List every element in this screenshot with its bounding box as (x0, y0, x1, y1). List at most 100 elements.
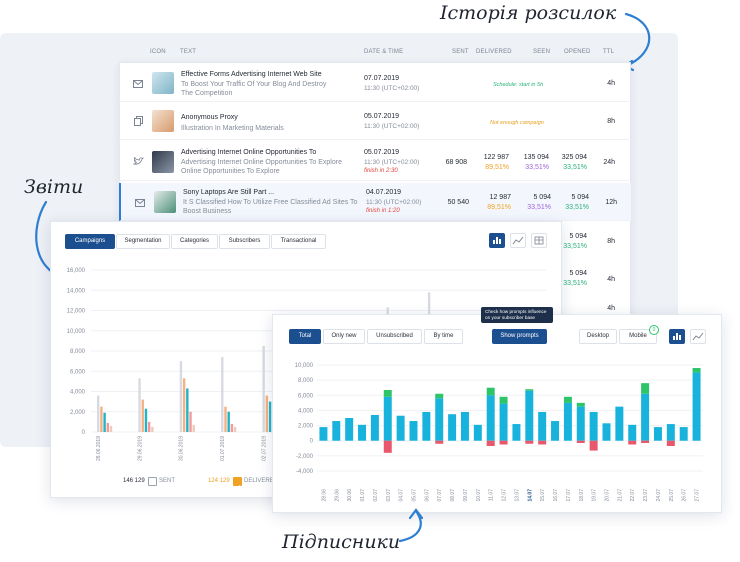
bar (486, 395, 495, 441)
bar (666, 440, 675, 447)
table-row[interactable]: Anonymous Proxy Illustration In Marketin… (119, 102, 629, 140)
bar (563, 396, 572, 403)
x-tick-label: 03.07 (386, 489, 392, 502)
legend-delivered-checkbox[interactable] (233, 477, 242, 491)
bar (538, 411, 547, 441)
bar (179, 361, 183, 432)
bar (666, 424, 675, 441)
x-tick-label: 29.06.2019 (137, 436, 143, 461)
y-tick-label: 10,000 (67, 329, 86, 335)
bar (679, 427, 688, 441)
row-title: Sony Laptops Are Still Part ... (183, 189, 275, 196)
bar (227, 411, 230, 432)
tab-desktop[interactable]: Desktop (579, 329, 617, 344)
bar (383, 389, 392, 397)
x-tick-label: 14.07 (527, 489, 533, 502)
bar (576, 402, 585, 407)
line-chart-toggle[interactable] (510, 233, 526, 248)
col-seen: SEEN (533, 49, 551, 55)
tab-categories[interactable]: Categories (171, 234, 218, 249)
opened-value: 325 094 (561, 154, 587, 161)
x-tick-label: 04.07 (399, 489, 405, 502)
bar (109, 425, 113, 432)
bar (409, 421, 418, 441)
bar (615, 406, 624, 441)
bar (319, 427, 328, 441)
row-ttl: 24h (603, 159, 615, 166)
x-tick-label: 19.07 (592, 489, 598, 502)
x-tick-label: 08.07 (450, 489, 456, 502)
x-tick-label: 06.07 (424, 489, 430, 502)
table-row[interactable]: Effective Forms Advertising Internet Web… (119, 64, 629, 102)
bar (692, 368, 701, 373)
bar (151, 426, 154, 432)
col-text: TEXT (180, 49, 197, 55)
x-tick-label: 02.07 (373, 489, 379, 502)
bar (473, 424, 482, 441)
row-desc: To Boost Your Traffic Of Your Blog And D… (181, 81, 327, 88)
bar (499, 403, 508, 441)
bar (525, 390, 534, 441)
tab-only-new[interactable]: Only new (323, 329, 365, 344)
mobile-badge: 0 (649, 325, 659, 335)
y-tick-label: 4,000 (298, 408, 314, 414)
table-row[interactable]: Advertising Internet Online Opportunitie… (119, 143, 629, 181)
x-tick-label: 26.07 (682, 489, 688, 502)
y-tick-label: 12,000 (67, 309, 86, 315)
bar (602, 423, 611, 441)
seen-percent: 33,51% (527, 204, 551, 211)
thumbnail (152, 151, 174, 173)
row-desc: Illustration In Marketing Materials (181, 125, 284, 132)
bar (435, 393, 444, 399)
bar (628, 424, 637, 441)
bar (106, 422, 109, 432)
tab-by-time[interactable]: By time (424, 329, 463, 344)
status-text: Schedule: start in 5h (493, 82, 544, 88)
row-time: 11:30 (UTC+02:00) (364, 123, 420, 130)
col-sent: SENT (452, 49, 469, 55)
tab-total[interactable]: Total (289, 329, 321, 344)
tab-campaigns[interactable]: Campaigns (65, 234, 115, 249)
legend-sent-checkbox[interactable] (148, 477, 157, 486)
subscribers-arrow-icon (398, 508, 424, 543)
twitter-icon (133, 157, 144, 165)
tab-transactional[interactable]: Transactional (271, 234, 326, 249)
row-time: 11:30 (UTC+02:00) (364, 85, 420, 92)
row-date: 05.07.2019 (364, 113, 400, 120)
bar (182, 378, 186, 432)
bar (370, 414, 379, 441)
bar (100, 406, 103, 432)
bar-chart-toggle[interactable] (669, 329, 685, 344)
row-ttl: 8h (607, 118, 615, 125)
opened-value: 5 094 (571, 194, 589, 201)
tab-mobile[interactable]: Mobile (619, 329, 657, 344)
line-chart-toggle[interactable] (690, 329, 706, 344)
row-desc: Advertising Internet Online Opportunitie… (181, 159, 342, 166)
row-ttl: 4h (607, 276, 615, 283)
x-tick-label: 05.07 (412, 489, 418, 502)
tab-subscribers[interactable]: Subscribers (219, 234, 270, 249)
table-row[interactable]: Sony Laptops Are Still Part ... It S Cla… (119, 183, 631, 221)
y-tick-label: 0 (82, 430, 86, 436)
bar (576, 440, 585, 443)
show-prompts-button[interactable]: Show prompts (492, 329, 547, 344)
tab-segmentation[interactable]: Segmentation (116, 234, 170, 249)
bar (189, 411, 192, 432)
subscribers-chart: -4,000 -2,000 0 2,000 4,000 6,000 8,000 10,000 2… (295, 363, 703, 502)
seen-value: 135 094 (523, 154, 549, 161)
row-title: Effective Forms Advertising Internet Web… (181, 71, 322, 78)
bar (589, 440, 598, 451)
thumbnail (152, 72, 174, 94)
bar (268, 401, 272, 432)
x-tick-label: 17.07 (566, 489, 572, 502)
bar (641, 393, 650, 441)
bar (396, 415, 405, 441)
table-view-toggle[interactable] (531, 233, 547, 248)
bar (486, 387, 495, 396)
finish-text: finish in 2:30 (364, 168, 398, 174)
y-tick-label: 2,000 (70, 410, 86, 416)
tab-unsubscribed[interactable]: Unsubscribed (367, 329, 422, 344)
bar (499, 396, 508, 404)
bar (383, 396, 392, 441)
bar-chart-toggle[interactable] (489, 233, 505, 248)
